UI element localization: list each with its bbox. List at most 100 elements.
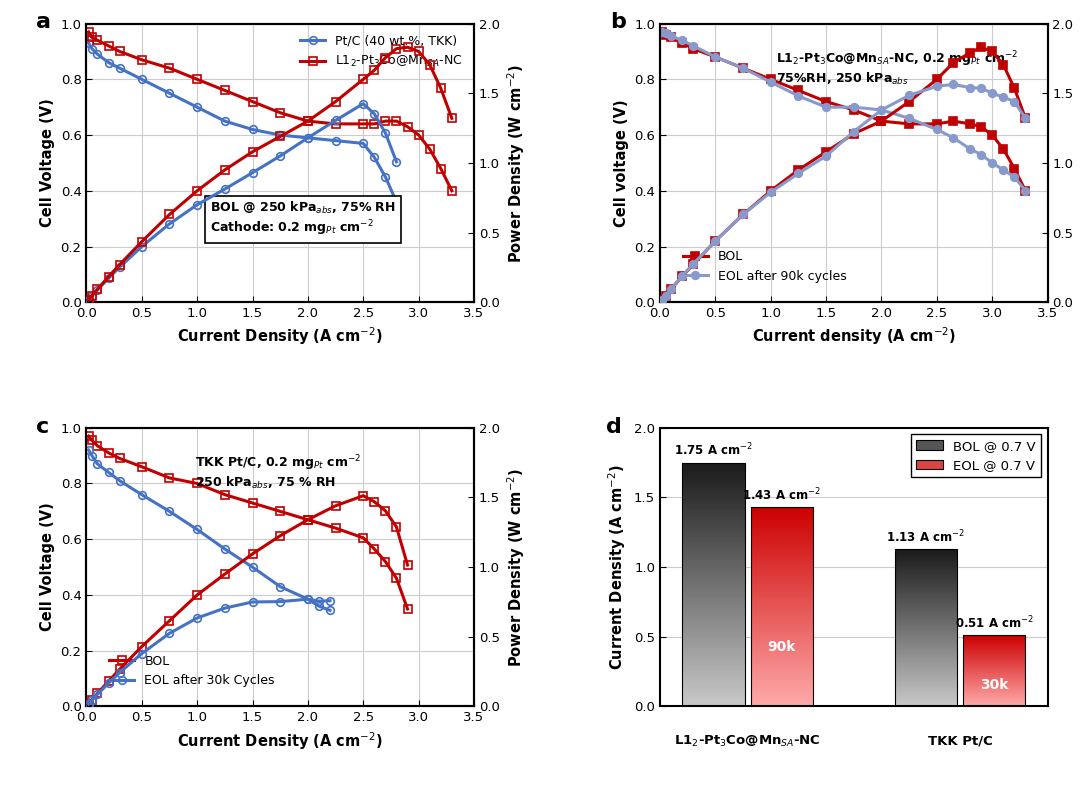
Bar	[894, 645, 957, 646]
Bar	[894, 605, 957, 606]
Bar	[894, 581, 957, 582]
Bar	[683, 642, 745, 643]
Bar	[683, 560, 745, 561]
Bar	[894, 666, 957, 667]
Bar	[894, 612, 957, 613]
Bar	[683, 686, 745, 687]
Bar	[683, 543, 745, 544]
Bar	[894, 597, 957, 598]
Bar	[751, 515, 813, 517]
Text: 1.13 A cm$^{-2}$: 1.13 A cm$^{-2}$	[887, 528, 966, 545]
Bar	[683, 618, 745, 619]
Bar	[894, 700, 957, 701]
Bar	[751, 530, 813, 531]
Bar	[751, 576, 813, 577]
Bar	[751, 614, 813, 615]
Bar	[894, 648, 957, 649]
Bar	[751, 593, 813, 594]
Bar	[751, 662, 813, 663]
Bar	[683, 576, 745, 577]
Bar	[894, 683, 957, 684]
Bar	[751, 693, 813, 695]
Bar	[894, 649, 957, 650]
Bar	[751, 601, 813, 602]
Bar	[683, 688, 745, 689]
X-axis label: Current density (A cm$^{-2}$): Current density (A cm$^{-2}$)	[752, 326, 956, 348]
Bar	[894, 647, 957, 648]
Bar	[683, 588, 745, 590]
Text: TKK Pt/C: TKK Pt/C	[928, 735, 993, 747]
Bar	[894, 699, 957, 700]
Bar	[751, 698, 813, 699]
Bar	[751, 538, 813, 539]
Bar	[683, 605, 745, 607]
Bar	[683, 699, 745, 700]
Bar	[751, 514, 813, 515]
Bar	[751, 629, 813, 630]
Bar	[751, 594, 813, 595]
Bar	[683, 542, 745, 543]
Bar	[751, 534, 813, 535]
Bar	[683, 566, 745, 568]
Bar	[894, 632, 957, 633]
Bar	[683, 694, 745, 696]
Bar	[751, 606, 813, 607]
Bar	[894, 652, 957, 653]
Bar	[751, 540, 813, 541]
Bar	[894, 661, 957, 662]
Bar	[894, 651, 957, 652]
Bar	[683, 637, 745, 638]
Bar	[683, 633, 745, 634]
Bar	[894, 579, 957, 580]
Bar	[683, 568, 745, 570]
Bar	[683, 502, 745, 503]
Bar	[894, 633, 957, 634]
Bar	[751, 680, 813, 681]
Bar	[963, 635, 1025, 706]
Bar	[751, 596, 813, 597]
Bar	[894, 580, 957, 581]
Bar	[894, 653, 957, 654]
Bar	[751, 665, 813, 666]
Bar	[894, 585, 957, 586]
Bar	[683, 537, 745, 539]
Bar	[894, 636, 957, 637]
Bar	[894, 688, 957, 689]
Bar	[751, 610, 813, 611]
Bar	[751, 562, 813, 563]
Bar	[683, 705, 745, 707]
Bar	[683, 465, 745, 466]
Bar	[894, 639, 957, 640]
Bar	[894, 662, 957, 663]
Bar	[751, 598, 813, 599]
Bar	[751, 552, 813, 553]
Text: 1.75 A cm$^{-2}$: 1.75 A cm$^{-2}$	[674, 442, 753, 458]
Bar	[894, 703, 957, 704]
Bar	[751, 590, 813, 591]
Bar	[751, 611, 813, 612]
Bar	[894, 560, 957, 561]
Bar	[751, 658, 813, 659]
Bar	[751, 646, 813, 647]
Bar	[683, 601, 745, 603]
Bar	[751, 595, 813, 596]
Bar	[683, 509, 745, 510]
Bar	[894, 555, 957, 556]
Bar	[894, 583, 957, 584]
Bar	[751, 702, 813, 703]
Bar	[751, 555, 813, 556]
Bar	[683, 577, 745, 579]
Bar	[683, 592, 745, 593]
Bar	[683, 508, 745, 509]
Bar	[751, 630, 813, 631]
Bar	[894, 672, 957, 673]
Bar	[894, 596, 957, 597]
Bar	[683, 557, 745, 559]
Bar	[894, 610, 957, 611]
Bar	[894, 634, 957, 635]
Bar	[894, 617, 957, 618]
Bar	[683, 698, 745, 699]
Bar	[683, 571, 745, 572]
Bar	[683, 473, 745, 475]
Legend: BOL @ 0.7 V, EOL @ 0.7 V: BOL @ 0.7 V, EOL @ 0.7 V	[910, 434, 1041, 477]
